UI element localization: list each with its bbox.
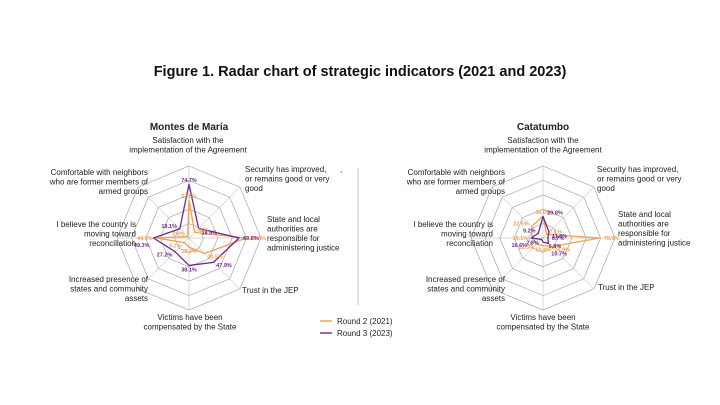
value-label: 12.3% <box>518 245 534 251</box>
value-label: 16.9% <box>554 247 570 253</box>
stray-mark: , <box>340 165 342 174</box>
radar-panel-montes: Montes de María Satisfaction with the impl… <box>49 122 340 332</box>
axis-label: I believe the country is moving toward rec… <box>413 220 493 248</box>
axis-label: Security has improved, or remains good or… <box>245 165 329 193</box>
value-label: 18.1% <box>161 224 177 230</box>
axis-label: State and local authorities are responsibl… <box>267 215 340 253</box>
axis-label: Satisfaction with the implementation of t… <box>129 136 247 155</box>
axis-spoke <box>188 237 241 290</box>
axis-label: Increased presence of states and communit… <box>426 275 506 303</box>
axis-label: Comfortable with neighbors who are former… <box>406 168 506 196</box>
axis-spoke <box>137 237 190 290</box>
legend-label-round3: Round 3 (2023) <box>337 329 393 338</box>
axis-spoke <box>137 186 190 239</box>
value-label: 78.9% <box>604 236 620 242</box>
value-label: 16.6% <box>511 243 527 249</box>
axis-label: Trust in the JEP <box>242 286 299 295</box>
series-line <box>156 199 247 255</box>
axis-label: Victims have been compensated by the Stat… <box>497 313 591 332</box>
axis-label: Comfortable with neighbors who are former… <box>49 168 149 196</box>
value-label: 7.1% <box>549 230 562 236</box>
axis-label: I believe the country is moving toward rec… <box>56 220 136 248</box>
series-line <box>530 215 550 245</box>
value-label: 49.3% <box>134 243 150 249</box>
value-label: 2.8% <box>526 240 539 246</box>
value-label: 9.2% <box>169 244 182 250</box>
axis-spoke <box>188 186 241 239</box>
panel-title: Catatumbo <box>517 122 569 133</box>
value-label: 79.6% <box>250 236 266 242</box>
axis-label: Satisfaction with the implementation of t… <box>484 136 602 155</box>
value-label: 10.7% <box>551 251 567 257</box>
axis-spoke <box>491 186 544 239</box>
value-label: 6.7% <box>552 236 565 242</box>
value-label: 27.2% <box>157 253 173 259</box>
value-label: 30.6% <box>535 210 551 216</box>
axis-label: State and local authorities are responsibl… <box>618 210 691 248</box>
series-line <box>152 183 240 267</box>
value-label: 11% <box>197 228 208 234</box>
series-line <box>530 215 601 248</box>
value-label: 18.9% <box>201 231 217 237</box>
value-label: 44.9% <box>137 236 153 242</box>
legend: Round 2 (2021) Round 3 (2023) <box>320 317 393 338</box>
value-label: 15.1% <box>513 236 529 242</box>
value-label: 29.8% <box>547 211 563 217</box>
value-label: 12.7% <box>181 249 197 255</box>
axis-spoke <box>542 186 595 239</box>
axis-spoke <box>491 237 544 290</box>
value-label: 2.8% <box>172 232 185 238</box>
axis-label: Victims have been compensated by the Stat… <box>144 313 238 332</box>
figure-title: Figure 1. Radar chart of strategic indic… <box>153 64 567 80</box>
value-label: 74.7% <box>181 178 197 184</box>
value-label: 22.5% <box>513 222 529 228</box>
value-label: 11.8% <box>552 234 567 240</box>
value-label: 5.8% <box>549 244 562 250</box>
axis-label: Trust in the JEP <box>598 283 655 292</box>
value-label: 9.2% <box>523 228 536 234</box>
value-label: 69.6% <box>243 236 259 242</box>
radar-panel-catatumbo: Catatumbo Satisfaction with the implementa… <box>406 122 691 332</box>
legend-label-round2: Round 2 (2021) <box>337 317 393 326</box>
value-label: 10.4% <box>535 247 551 253</box>
value-label: 47.9% <box>216 263 232 269</box>
axis-label: Increased presence of states and communit… <box>69 275 149 303</box>
value-label: 38.1% <box>181 267 197 273</box>
value-label: 52.6% <box>181 194 197 200</box>
axis-label: Security has improved, or remains good or… <box>597 165 681 193</box>
panel-title: Montes de María <box>150 122 229 133</box>
value-label: 30.5% <box>207 254 223 260</box>
